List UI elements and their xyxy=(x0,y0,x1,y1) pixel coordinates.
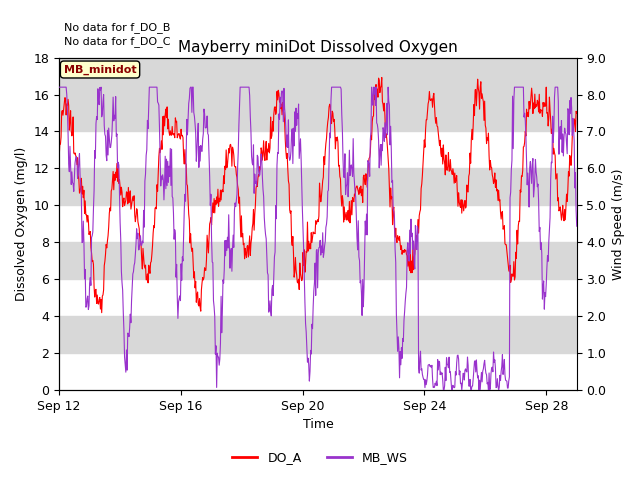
Text: No data for f_DO_C: No data for f_DO_C xyxy=(64,36,170,47)
Legend: DO_A, MB_WS: DO_A, MB_WS xyxy=(227,446,413,469)
Text: MB_minidot: MB_minidot xyxy=(64,64,136,75)
Y-axis label: Dissolved Oxygen (mg/l): Dissolved Oxygen (mg/l) xyxy=(15,147,28,301)
Bar xyxy=(59,242,577,279)
Bar xyxy=(59,168,577,205)
Text: No data for f_DO_B: No data for f_DO_B xyxy=(64,22,170,33)
X-axis label: Time: Time xyxy=(303,419,333,432)
Bar xyxy=(59,58,577,95)
Y-axis label: Wind Speed (m/s): Wind Speed (m/s) xyxy=(612,168,625,280)
Title: Mayberry miniDot Dissolved Oxygen: Mayberry miniDot Dissolved Oxygen xyxy=(178,40,458,55)
Bar xyxy=(59,316,577,353)
Bar xyxy=(59,95,577,132)
